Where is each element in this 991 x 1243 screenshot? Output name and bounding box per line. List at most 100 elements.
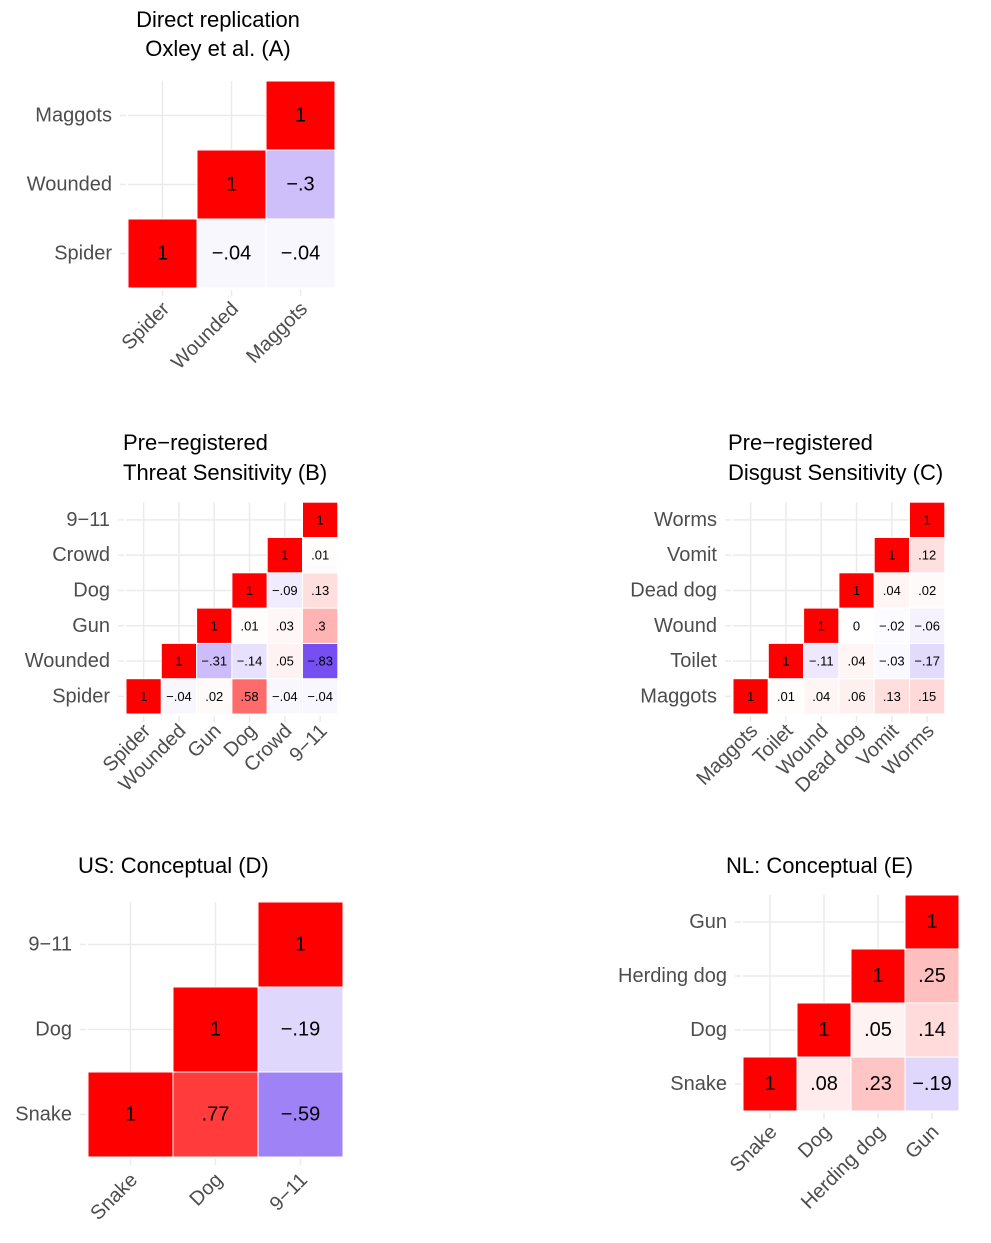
tile-value-label: −.06 [914,618,940,633]
heatmap-tile [302,537,339,574]
chart-title: US: Conceptual (D) [78,853,269,878]
x-tick-label: Maggots [242,298,312,368]
y-tick-label: Worms [654,509,717,531]
chart-title-line: Pre−registered [123,430,268,455]
tile-value-label: 1 [926,911,937,933]
x-tick-label: Snake [726,1121,782,1177]
heatmap-tile [266,607,304,644]
heatmap-tile [803,678,840,715]
chart-title-line: Oxley et al. (A) [145,36,290,61]
tile-value-label: −.04 [166,689,192,704]
tile-value-label: 1 [157,243,168,265]
chart-title-line: Direct replication [136,7,300,32]
tile-value-label: 1 [140,689,147,704]
heatmap-tile [302,678,339,715]
heatmap-tile [838,678,875,715]
chart-title: NL: Conceptual (E) [726,853,913,878]
tile-value-label: .3 [315,618,326,633]
tile-value-label: 1 [888,548,895,563]
x-tick-label: Wounded [167,298,243,374]
tile-value-label: 1 [246,583,253,598]
tile-value-label: .05 [864,1019,892,1041]
heatmap-tile [257,1071,344,1158]
tile-value-label: .08 [810,1073,838,1095]
heatmap-tile [160,678,198,715]
heatmap-tile [302,572,339,609]
panel-d: 1 .77 −.59 1 −.19 1 Snake Dog 9−11 Snake Dog 9−11 US… [15,853,344,1225]
chart-title-line: Disgust Sensitivity (C) [728,460,943,485]
tile-value-label: −.83 [307,654,333,669]
heatmap-tile [873,607,911,644]
tile-value-label: −.04 [212,243,251,265]
tile-value-label: .04 [812,689,830,704]
tile-value-label: 1 [295,105,306,127]
heatmap-tile [196,607,233,644]
y-tick-label: Maggots [35,105,112,127]
y-tick-label: Wound [654,615,717,637]
y-tick-label: Spider [54,243,112,265]
tile-value-label: .58 [241,689,259,704]
y-tick-label: Wounded [27,174,112,196]
heatmap-tile [767,642,805,680]
heatmap-tile [257,986,344,1073]
tile-value-label: 1 [226,174,237,196]
heatmap-tile [904,1002,960,1058]
x-tick-label: Spider [118,298,175,355]
tile-value-label: 0 [853,618,860,633]
tile-value-label: −.03 [879,654,905,669]
heatmap-tile [873,642,911,680]
tile-value-label: .04 [883,583,901,598]
x-tick-label: 9−11 [266,1169,312,1215]
panel-c: 1 .01 .04 .06 .13 .15 1 −.11 .04 −.03 −.17 1 0 −.02 −.… [630,430,946,797]
heatmap-tile [904,894,960,950]
tile-value-label: .23 [864,1073,892,1095]
heatmap-tile [196,149,267,220]
x-tick-label: Snake [86,1169,142,1225]
heatmap-tile [231,678,268,715]
heatmap-tile [265,149,336,220]
y-tick-label: Dog [73,579,110,601]
heatmap-tile [904,1056,960,1112]
y-tick-label: Dog [35,1019,72,1041]
heatmap-tile [904,948,960,1004]
heatmap-tile [172,986,259,1073]
chart-title: Pre−registered Threat Sensitivity (B) [123,430,327,485]
tile-value-label: 1 [747,689,754,704]
heatmap-tile [803,607,840,644]
heatmap-tile [302,642,339,680]
tile-value-label: −.3 [286,174,314,196]
heatmap-tile [873,537,911,574]
heatmap-tile [160,642,198,680]
tile-value-label: 1 [818,1019,829,1041]
tile-value-label: .13 [311,583,329,598]
heatmap-tile [803,642,840,680]
x-tick-label: Dog [186,1169,228,1211]
tile-value-label: .15 [918,689,936,704]
heatmap-tile [231,642,268,680]
panel-a: 1 −.04 −.041 −.31SpiderWoundedMaggotsSpider… [27,7,336,374]
y-tick-label: Vomit [667,544,717,566]
y-tick-label: 9−11 [28,934,72,956]
heatmap-tile [873,678,911,715]
y-tick-label: Dog [690,1019,727,1041]
y-tick-label: Gun [72,615,110,637]
tile-value-label: .14 [918,1019,946,1041]
x-tick-label: 9−11 [285,720,331,766]
heatmap-tile [742,1056,798,1112]
tile-value-label: −.04 [281,243,320,265]
y-tick-label: Dead dog [630,579,717,601]
tile-value-label: 1 [295,934,306,956]
tile-value-label: .13 [883,689,901,704]
tile-value-label: 1 [924,512,931,527]
heatmap-tile [257,901,344,988]
tile-value-label: 1 [782,654,789,669]
tile-value-label: 1 [175,654,182,669]
heatmap-tile [732,678,769,715]
tile-value-label: 1 [853,583,860,598]
tile-value-label: −.31 [201,654,227,669]
y-tick-label: Toilet [670,650,717,672]
x-tick-label: Dog [794,1121,836,1163]
panel-b: 1 −.04 .02 .58 −.04 −.04 1 −.31 −.14 .05 −.83 1 .01.… [25,430,339,796]
heatmap-tile [302,501,339,539]
tile-value-label: 1 [872,965,883,987]
